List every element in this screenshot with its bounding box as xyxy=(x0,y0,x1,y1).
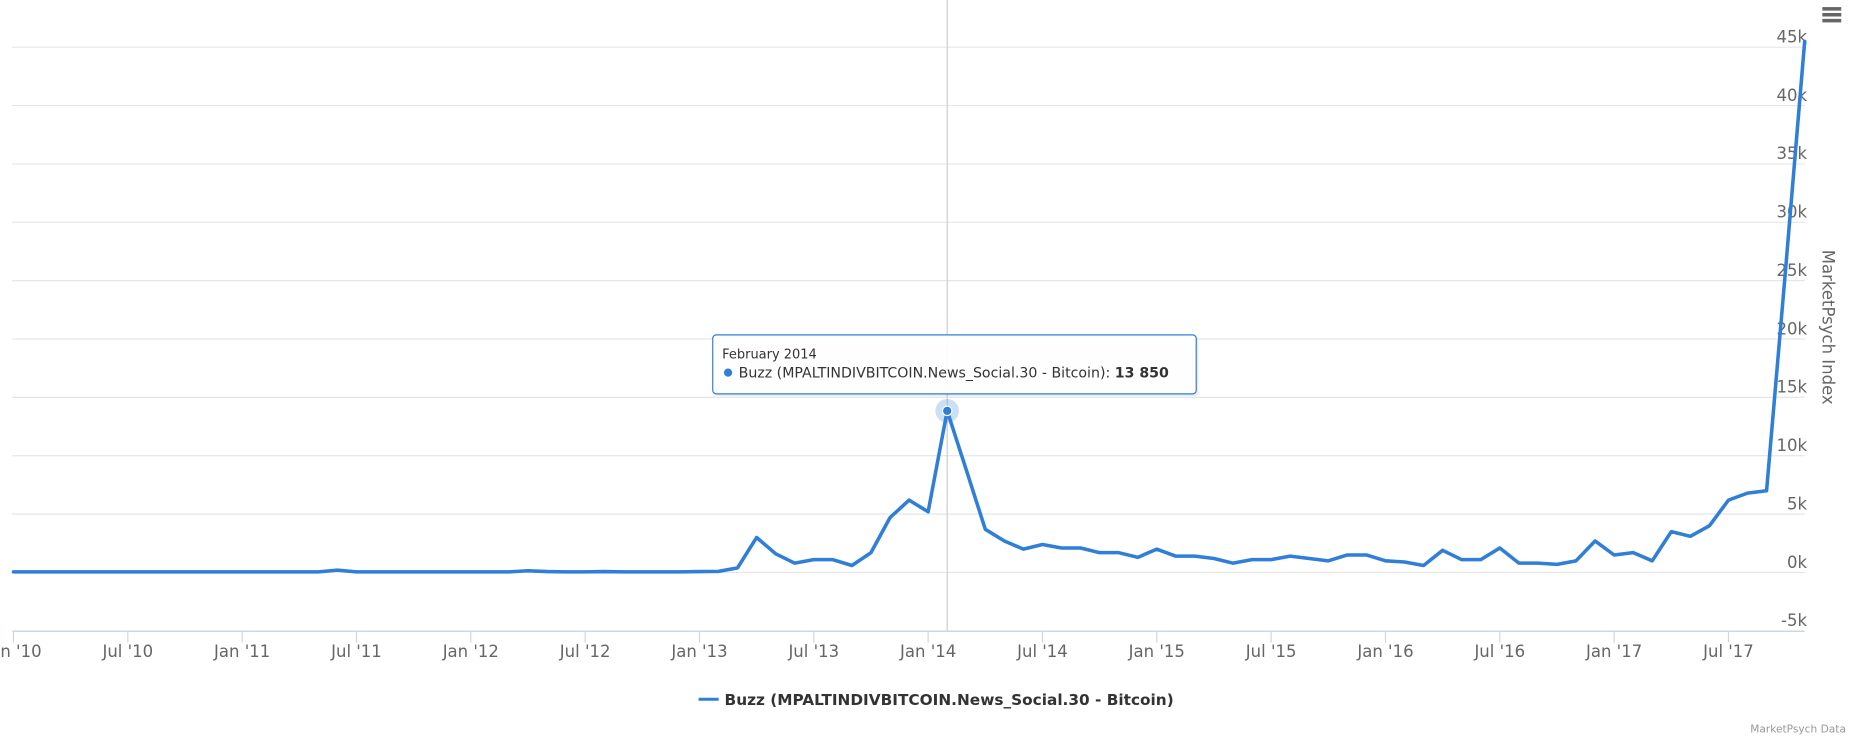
grid xyxy=(12,0,1805,632)
hover-point xyxy=(941,405,953,417)
axes: -5k0k5k10k15k20k25k30k35k40k45kJan '10Ju… xyxy=(0,27,1807,660)
y-tick-label: 35k xyxy=(1776,144,1807,163)
tooltip-title: February 2014 xyxy=(722,347,817,362)
y-tick-label: 20k xyxy=(1776,319,1807,338)
x-tick-label: Jan '16 xyxy=(1356,642,1413,661)
x-tick-label: Jul '13 xyxy=(787,642,839,661)
tooltip-series-label: Buzz (MPALTINDIVBITCOIN.News_Social.30 -… xyxy=(739,365,1111,381)
y-axis-title: MarketPsych Index xyxy=(1818,250,1837,405)
x-tick-label: Jul '10 xyxy=(101,642,153,661)
y-tick-label: 40k xyxy=(1776,86,1807,105)
y-tick-label: 5k xyxy=(1787,494,1807,513)
credits[interactable]: MarketPsych Data xyxy=(1750,722,1846,735)
tooltip-series: Buzz (MPALTINDIVBITCOIN.News_Social.30 -… xyxy=(739,365,1169,381)
x-tick-label: Jul '14 xyxy=(1016,642,1068,661)
x-tick-label: Jan '12 xyxy=(442,642,499,661)
menu-bar xyxy=(1822,18,1842,23)
y-tick-label: 25k xyxy=(1776,261,1807,280)
y-tick-label: 15k xyxy=(1776,378,1807,397)
y-tick-label: 45k xyxy=(1776,27,1807,46)
tooltip-dot xyxy=(723,368,733,377)
menu-bar xyxy=(1822,7,1842,11)
plot-area xyxy=(11,39,1807,574)
x-tick-label: Jan '10 xyxy=(0,642,42,661)
legend[interactable]: Buzz (MPALTINDIVBITCOIN.News_Social.30 -… xyxy=(698,691,1174,709)
x-tick-label: Jul '15 xyxy=(1245,642,1297,661)
x-tick-label: Jul '12 xyxy=(559,642,611,661)
x-tick-label: Jan '17 xyxy=(1585,642,1642,661)
y-tick-label: 0k xyxy=(1787,553,1807,572)
menu-button[interactable] xyxy=(1822,7,1842,23)
x-tick-label: Jul '16 xyxy=(1473,642,1525,661)
tooltip-value: 13 850 xyxy=(1115,365,1169,381)
x-tick-label: Jan '13 xyxy=(670,642,727,661)
y-tick-label: 10k xyxy=(1776,436,1807,455)
x-tick-label: Jan '11 xyxy=(213,642,270,661)
x-tick-label: Jan '15 xyxy=(1128,642,1185,661)
x-tick-label: Jul '17 xyxy=(1702,642,1754,661)
x-tick-label: Jan '14 xyxy=(899,642,956,661)
menu-bar xyxy=(1822,12,1842,17)
series-line xyxy=(11,39,1807,574)
y-tick-label: -5k xyxy=(1781,611,1807,630)
tooltip-box xyxy=(712,334,1197,395)
x-tick-label: Jul '11 xyxy=(330,642,382,661)
tooltip: February 2014 Buzz (MPALTINDIVBITCOIN.Ne… xyxy=(712,334,1199,397)
legend-label[interactable]: Buzz (MPALTINDIVBITCOIN.News_Social.30 -… xyxy=(725,691,1174,709)
